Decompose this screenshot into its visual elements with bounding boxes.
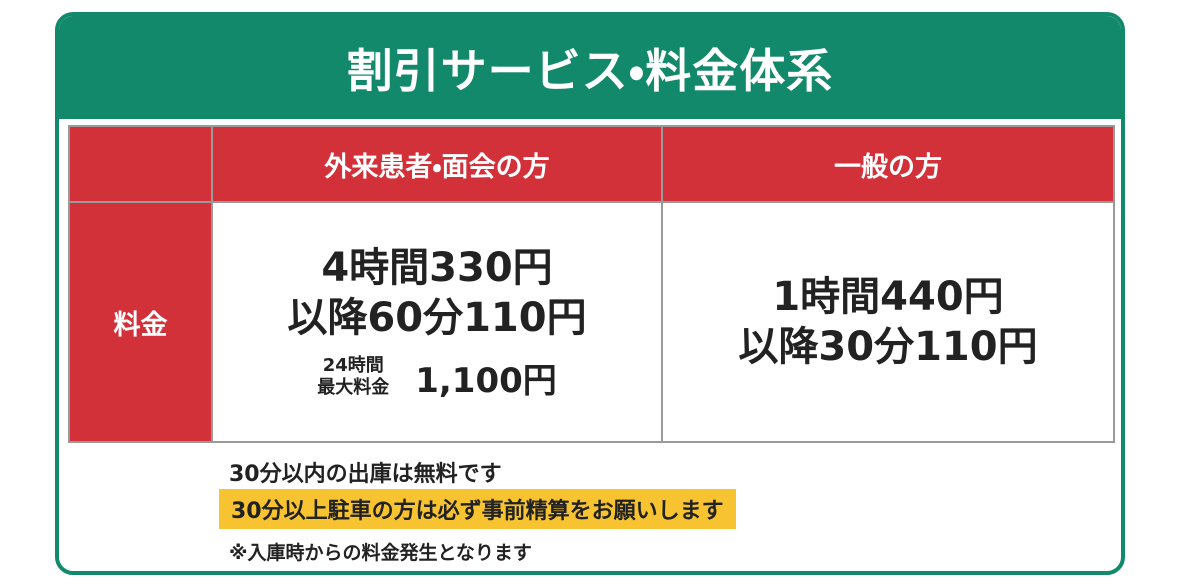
max-value: 1,100円	[415, 360, 557, 401]
fee-line: 以降30分110円	[738, 324, 1038, 370]
column-header: 外来患者・面会の方	[211, 125, 663, 203]
general-cell: 1時間440円 以降30分110円	[661, 201, 1115, 443]
fee-line: 以降60分110円	[287, 294, 587, 341]
panel: 割引サービス・料金体系 外来患者・面会の方 一般の方 料金 4時間330円 以降…	[55, 12, 1125, 575]
max-label-line: 24時間	[322, 355, 384, 376]
note: ※入庫時からの料金発生となります	[229, 542, 532, 564]
column-header: 一般の方	[661, 125, 1115, 203]
outpatient-cell: 4時間330円 以降60分110円 24時間 最大料金 1,100円	[211, 201, 663, 443]
max-label: 24時間 最大料金	[317, 355, 389, 399]
corner-cell	[68, 125, 213, 203]
note: 30分以内の出庫は無料です	[229, 462, 502, 487]
max-label-line: 最大料金	[317, 377, 390, 398]
fee-line: 4時間330円	[321, 244, 553, 291]
row-label: 料金	[68, 201, 213, 443]
title: 割引サービス・料金体系	[59, 16, 1121, 119]
fee-line: 1時間440円	[772, 274, 1004, 320]
highlight-note: 30分以上駐車の方は必ず事前精算をお願いします	[219, 489, 736, 529]
max-fee: 24時間 最大料金 1,100円	[317, 353, 557, 402]
